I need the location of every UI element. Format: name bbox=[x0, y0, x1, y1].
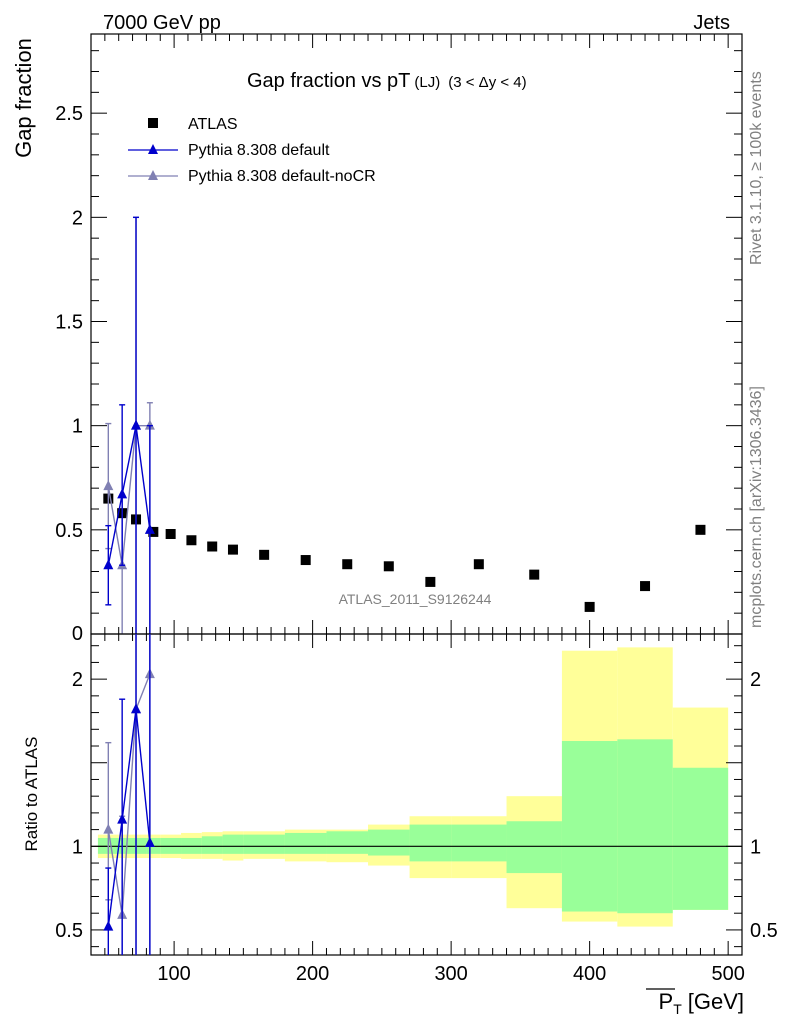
ratio-xtick-label: 300 bbox=[434, 963, 467, 985]
band-inner-bin bbox=[672, 767, 729, 910]
ratio-xlabel: PT [GeV] bbox=[659, 989, 745, 1017]
atlas-data-point bbox=[342, 559, 353, 570]
ratio-ytick-label: 0.5 bbox=[55, 920, 83, 942]
xlabel-p: P bbox=[659, 989, 674, 1014]
atlas-data-point bbox=[383, 561, 394, 572]
default-line bbox=[107, 425, 151, 566]
mcplots-note: mcplots.cern.ch [arXiv:1306.3436] bbox=[748, 386, 765, 628]
ratio-default-marker bbox=[131, 703, 142, 714]
default-marker bbox=[131, 419, 142, 430]
legend-label-nocr: Pythia 8.308 default-noCR bbox=[188, 168, 376, 185]
ratio-default-marker bbox=[117, 813, 128, 824]
main-ytick-label: 1.5 bbox=[55, 312, 83, 334]
atlas-data-point bbox=[300, 555, 311, 566]
default-marker bbox=[144, 523, 155, 534]
band-inner-bin bbox=[326, 831, 369, 854]
ratio-ytick-label-right: 1 bbox=[750, 836, 761, 858]
atlas-data-point bbox=[473, 559, 484, 570]
ratio-xtick-label: 100 bbox=[157, 963, 190, 985]
main-ytick-label: 0.5 bbox=[55, 520, 83, 542]
ratio-default-marker bbox=[144, 836, 155, 847]
atlas-data-point bbox=[259, 549, 270, 560]
main-ytick-label: 2.5 bbox=[55, 103, 83, 125]
ratio-panel: 100 200 300 400 500 0.5 0.5 1 1 2 2 bbox=[55, 633, 778, 985]
ratio-ytick-label-right: 0.5 bbox=[750, 920, 778, 942]
band-inner-bin bbox=[243, 834, 285, 854]
rivet-note: Rivet 3.1.10, ≥ 100k events bbox=[748, 71, 765, 265]
band-inner-bin bbox=[617, 739, 673, 914]
xlabel-sub: T bbox=[673, 1001, 682, 1017]
band-inner-bin bbox=[409, 824, 452, 862]
atlas-data-point bbox=[695, 524, 706, 535]
main-title-sub: (LJ) bbox=[414, 74, 440, 91]
atlas-data-point bbox=[425, 576, 436, 587]
main-title: Gap fraction vs pT (LJ) (3 < Δy < 4) bbox=[247, 70, 527, 92]
band-inner-bin bbox=[451, 824, 507, 862]
legend-label-atlas: ATLAS bbox=[188, 116, 238, 133]
ratio-xtick-label: 200 bbox=[296, 963, 329, 985]
analysis-watermark: ATLAS_2011_S9126244 bbox=[339, 591, 492, 607]
default-marker bbox=[103, 559, 114, 570]
nocr-marker bbox=[103, 480, 114, 491]
main-ytick-label: 1 bbox=[72, 416, 83, 438]
band-inner-bin bbox=[368, 829, 410, 856]
ratio-default-line bbox=[107, 709, 151, 927]
main-title-text: Gap fraction vs pT bbox=[247, 70, 410, 92]
band-inner-bin bbox=[201, 836, 223, 854]
ratio-xtick-label: 500 bbox=[711, 963, 744, 985]
band-inner-bin bbox=[222, 834, 244, 854]
main-ytick-label-zero: 0 bbox=[72, 623, 83, 645]
ratio-ytick-label-right: 2 bbox=[750, 669, 761, 691]
legend-label-default: Pythia 8.308 default bbox=[188, 142, 330, 159]
ratio-nocr-marker bbox=[103, 823, 114, 834]
header-left: 7000 GeV pp bbox=[103, 12, 221, 34]
legend-marker-default bbox=[148, 144, 158, 154]
main-ylabel: Gap fraction bbox=[11, 38, 36, 158]
nocr-marker bbox=[144, 419, 155, 430]
ratio-ytick-label: 2 bbox=[72, 669, 83, 691]
band-inner-bin bbox=[284, 832, 327, 854]
ratio-default-marker bbox=[103, 920, 114, 931]
nocr-line bbox=[107, 424, 150, 566]
ratio-ytick-label: 1 bbox=[72, 836, 83, 858]
main-ytick-label: 2 bbox=[72, 207, 83, 229]
ratio-frame bbox=[90, 633, 743, 956]
atlas-data-point bbox=[584, 601, 595, 612]
ratio-ylabel: Ratio to ATLAS bbox=[22, 737, 41, 852]
atlas-data-point bbox=[207, 541, 218, 552]
band-inner-bin bbox=[561, 741, 618, 912]
atlas-data-point bbox=[529, 569, 540, 580]
legend: ATLAS Pythia 8.308 default Pythia 8.308 … bbox=[128, 116, 376, 185]
band-inner-bin bbox=[506, 821, 562, 874]
default-marker bbox=[117, 488, 128, 499]
atlas-data-point bbox=[186, 535, 197, 546]
atlas-data-point bbox=[640, 581, 651, 592]
main-title-tail: (3 < Δy < 4) bbox=[448, 74, 526, 91]
header-right: Jets bbox=[693, 12, 730, 34]
atlas-data-point bbox=[227, 544, 238, 555]
main-panel: 0.5 1 1.5 2 2.5 0 bbox=[55, 33, 743, 645]
legend-marker-atlas bbox=[148, 118, 158, 128]
xlabel-unit: [GeV] bbox=[688, 989, 744, 1014]
legend-marker-nocr bbox=[148, 170, 158, 180]
ratio-xtick-label: 400 bbox=[573, 963, 606, 985]
atlas-data-point bbox=[165, 529, 176, 539]
